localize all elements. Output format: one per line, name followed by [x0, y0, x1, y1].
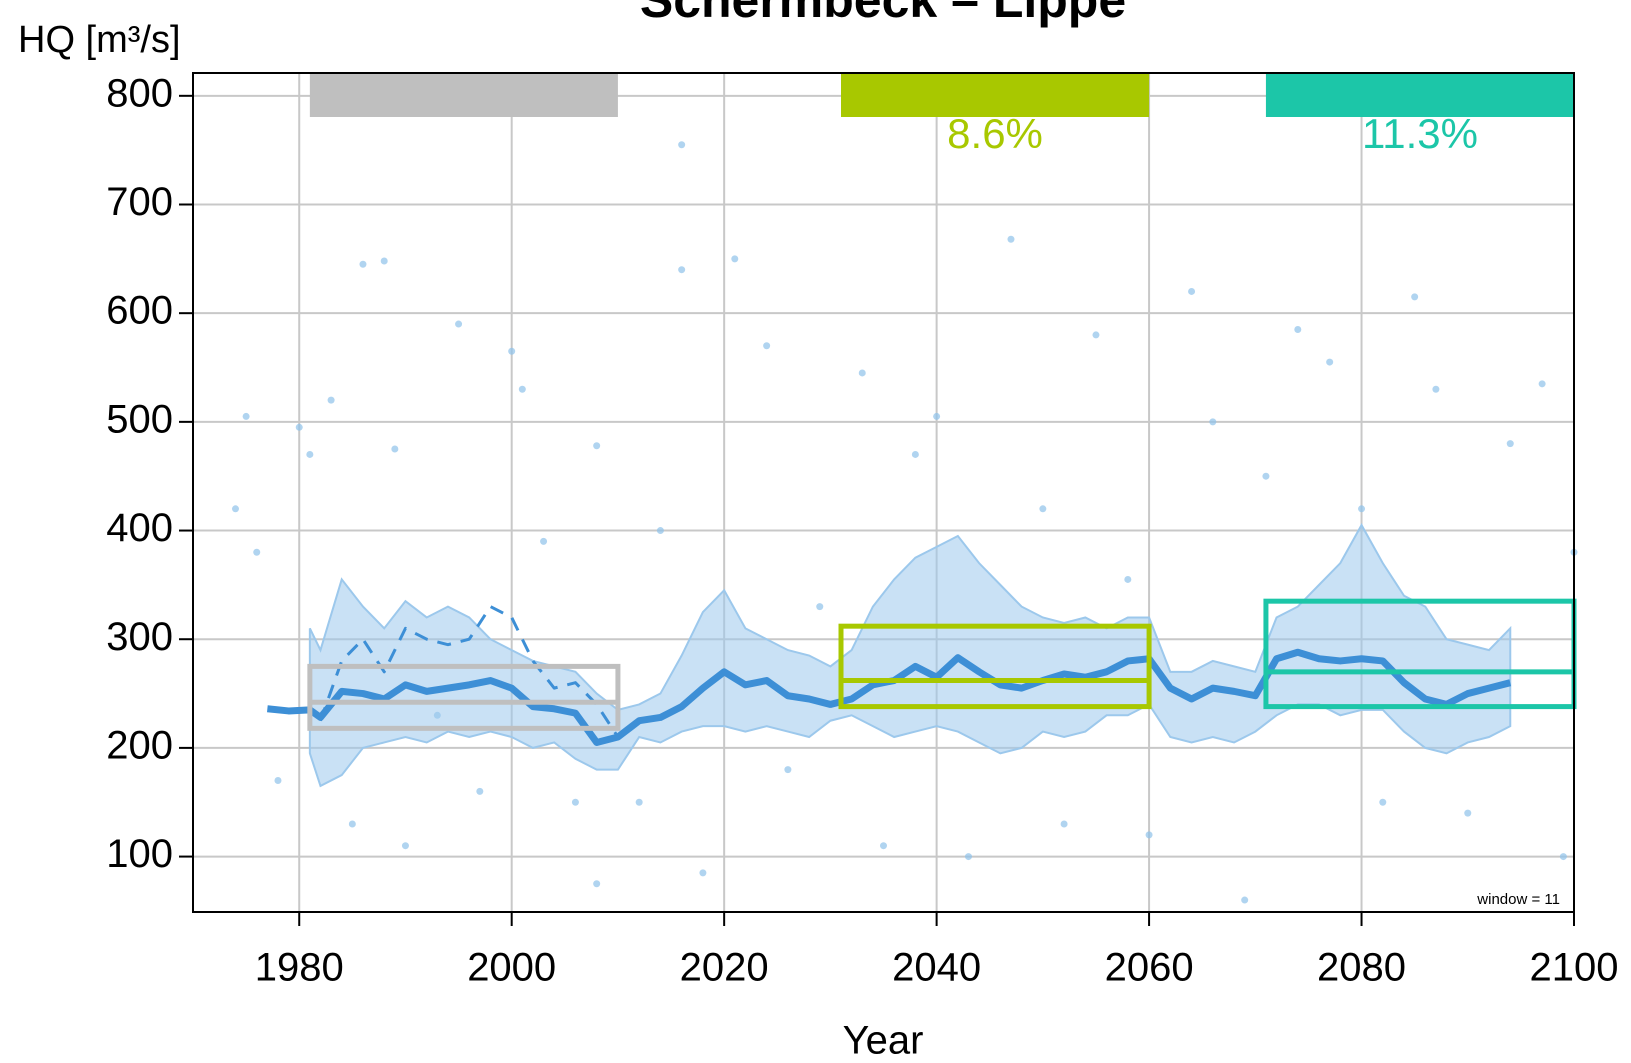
y-tick-label: 700 [106, 180, 173, 224]
point [1559, 853, 1567, 861]
y-tick-label: 100 [106, 832, 173, 876]
x-axis-label: Year [843, 1019, 924, 1063]
annotation: window = 11 [1476, 891, 1560, 908]
period-box [307, 663, 621, 731]
point [1411, 293, 1419, 301]
change-label: 11.3% [1362, 110, 1478, 157]
point [571, 798, 579, 806]
point [401, 842, 409, 850]
point [699, 869, 707, 877]
x-tick-label: 2040 [892, 946, 981, 990]
point [593, 880, 601, 888]
y-tick-label: 800 [106, 71, 173, 115]
point [1379, 798, 1387, 806]
point [1432, 385, 1440, 393]
point [1464, 809, 1472, 817]
point [1262, 472, 1270, 480]
x-tick-label: 2100 [1530, 946, 1619, 990]
y-axis-label: HQ [m³/s] [18, 19, 181, 61]
point [1039, 505, 1047, 513]
period-bar [1265, 73, 1574, 117]
point [306, 450, 314, 458]
point [763, 342, 771, 350]
period-box [838, 623, 1152, 710]
point [964, 853, 972, 861]
point [1358, 505, 1366, 513]
point [508, 347, 516, 355]
point [816, 603, 824, 611]
point [540, 537, 548, 545]
point [231, 505, 239, 513]
y-tick-label: 300 [106, 615, 173, 659]
change-label: 8.6% [947, 110, 1043, 157]
point [1241, 896, 1249, 904]
point [880, 842, 887, 850]
point [933, 412, 941, 420]
y-tick-label: 400 [106, 506, 173, 550]
point [242, 412, 250, 420]
x-tick-label: 2080 [1317, 946, 1406, 990]
x-tick-label: 2060 [1105, 946, 1194, 990]
point [1294, 325, 1302, 333]
point [1007, 235, 1015, 243]
plot-frame [192, 72, 1575, 913]
period-bar [841, 73, 1150, 117]
point [295, 423, 303, 431]
x-tick-label: 2020 [680, 946, 769, 990]
point [391, 445, 399, 453]
point [327, 396, 335, 404]
point [593, 442, 601, 450]
point [911, 450, 919, 458]
point [1188, 287, 1196, 295]
x-tick-label: 2000 [467, 946, 556, 990]
x-tick-label: 1980 [255, 946, 344, 990]
point [274, 776, 282, 784]
y-tick-label: 600 [106, 289, 173, 333]
point [359, 260, 367, 268]
point [731, 255, 739, 263]
observed-line [319, 605, 620, 738]
point [253, 548, 261, 556]
point [1326, 358, 1334, 366]
point [678, 141, 686, 149]
point [1209, 418, 1217, 426]
range-band [308, 523, 1512, 788]
point [1092, 331, 1100, 339]
period-bar [309, 73, 618, 117]
point [858, 369, 866, 377]
point [455, 320, 463, 328]
point [1145, 831, 1153, 839]
point [784, 766, 792, 774]
point [1506, 440, 1514, 448]
chart-title: Schermbeck – Lippe [640, 0, 1126, 28]
y-tick-label: 200 [106, 723, 173, 767]
point [476, 787, 484, 795]
point [1538, 380, 1546, 388]
point [656, 527, 664, 535]
point [1124, 575, 1132, 583]
y-tick-label: 500 [106, 397, 173, 441]
point [1060, 820, 1068, 828]
point [635, 798, 643, 806]
point [380, 257, 388, 265]
point [348, 820, 356, 828]
point [678, 266, 686, 274]
point [518, 385, 526, 393]
